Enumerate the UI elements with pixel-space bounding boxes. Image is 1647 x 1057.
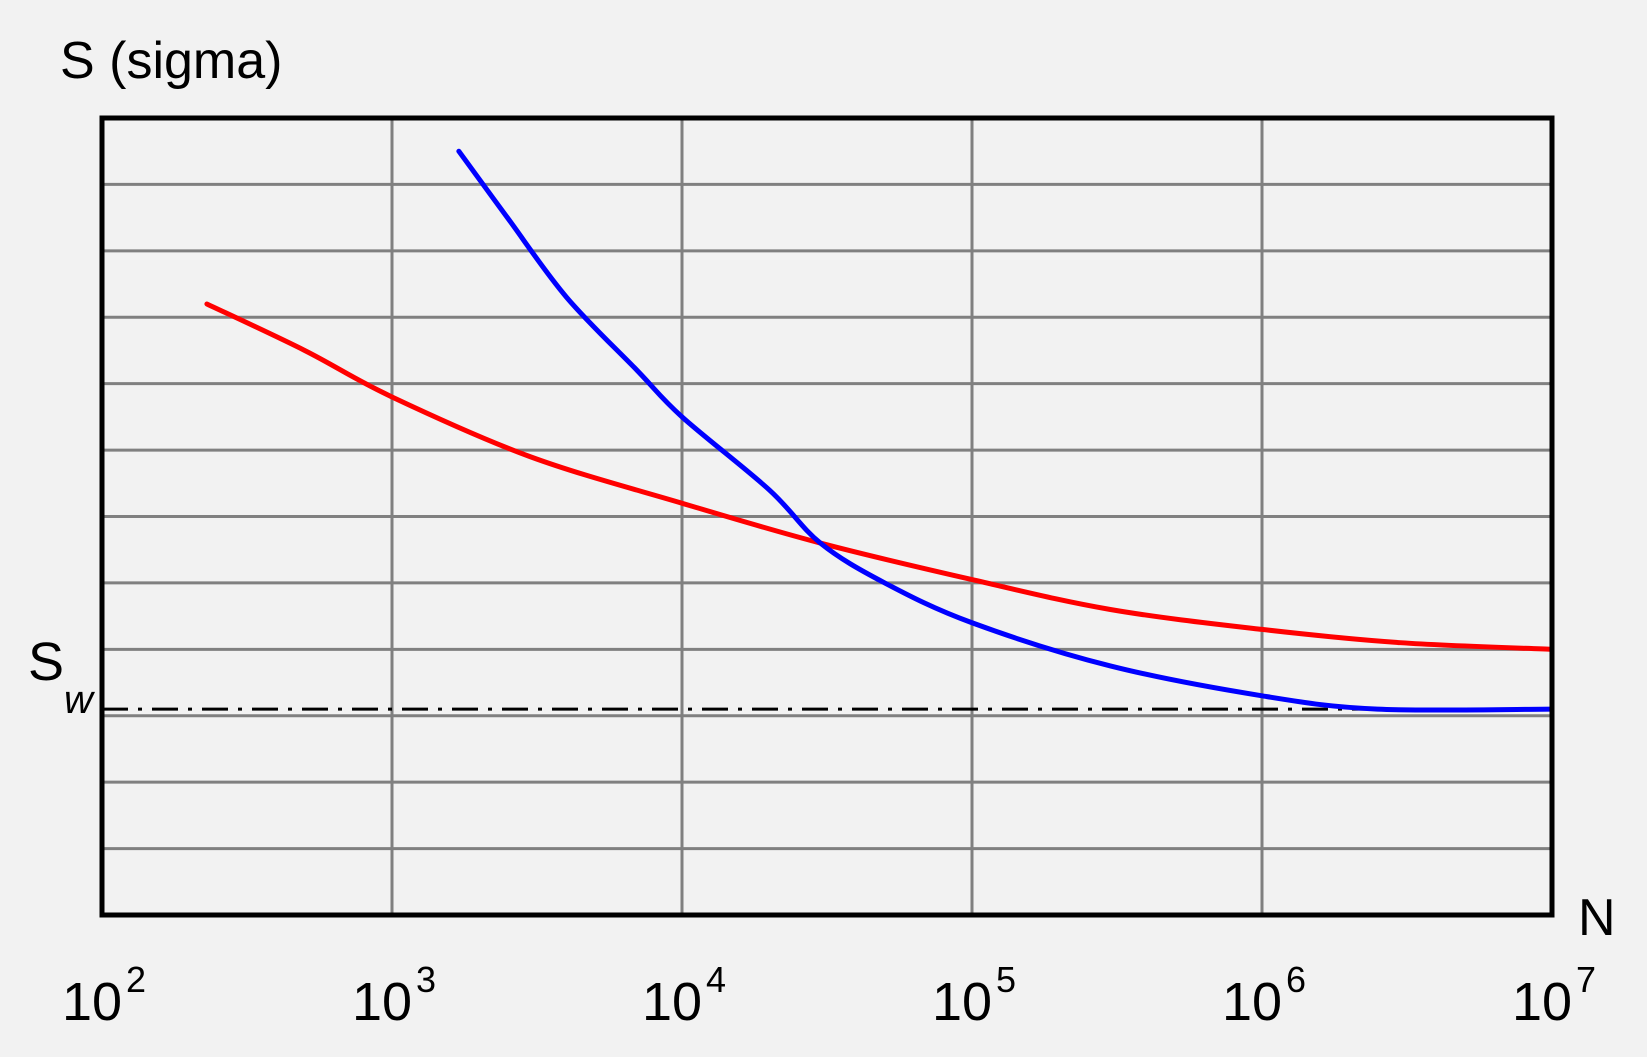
endurance-limit-symbol: S xyxy=(28,632,64,692)
x-tick-label: 10 6 xyxy=(1222,959,1306,1032)
x-tick-base: 10 xyxy=(1222,972,1282,1032)
x-tick-exponent: 6 xyxy=(1286,959,1306,1000)
x-tick-exponent: 2 xyxy=(126,959,146,1000)
x-tick-labels: 10 2 10 3 10 4 10 5 10 6 10 7 xyxy=(62,959,1596,1032)
x-tick-exponent: 5 xyxy=(996,959,1016,1000)
x-tick-label: 10 3 xyxy=(352,959,436,1032)
series-line-1 xyxy=(204,301,1555,652)
x-tick-base: 10 xyxy=(1512,972,1572,1032)
x-tick-exponent: 7 xyxy=(1576,959,1596,1000)
x-tick-exponent: 3 xyxy=(416,959,436,1000)
x-tick-label: 10 7 xyxy=(1512,959,1596,1032)
x-tick-label: 10 5 xyxy=(932,959,1016,1032)
series-line-2 xyxy=(456,148,1555,713)
x-axis-label: N xyxy=(1578,889,1616,947)
grid xyxy=(102,118,1552,915)
endurance-limit-label: S w xyxy=(28,632,96,722)
endurance-limit-subscript: w xyxy=(64,678,96,722)
plot-frame xyxy=(99,115,1555,918)
y-axis-label: S (sigma) xyxy=(60,32,282,90)
x-tick-base: 10 xyxy=(62,972,122,1032)
plot-series xyxy=(102,148,1555,713)
x-tick-base: 10 xyxy=(642,972,702,1032)
x-tick-base: 10 xyxy=(352,972,412,1032)
x-tick-label: 10 2 xyxy=(62,959,146,1032)
x-tick-exponent: 4 xyxy=(706,959,726,1000)
x-tick-base: 10 xyxy=(932,972,992,1032)
x-tick-label: 10 4 xyxy=(642,959,726,1032)
